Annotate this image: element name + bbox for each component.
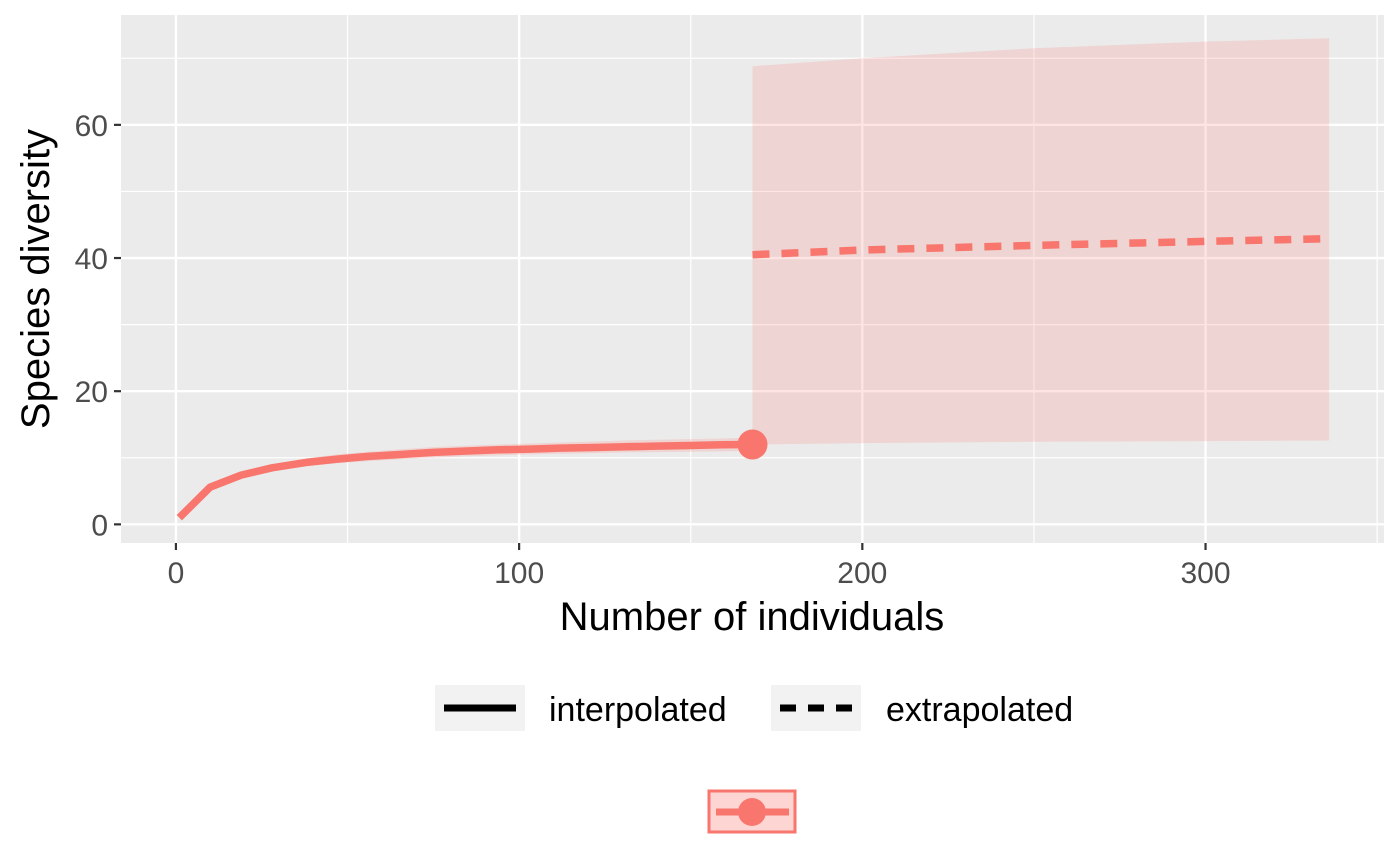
x-tick-label: 200 [837, 557, 887, 590]
minor-gridlines [121, 15, 1384, 543]
ribbon-extrapolated [752, 38, 1330, 445]
observed-points [737, 429, 768, 460]
series-line-interpolated [176, 440, 753, 521]
series-line-extrapolated [752, 234, 1330, 259]
y-axis-title: Species diversity [14, 129, 58, 429]
y-tick-label: 60 [75, 110, 108, 143]
legend-label-extrapolated: extrapolated [886, 691, 1073, 729]
y-tick-label: 20 [75, 376, 108, 409]
axes: 0 100 200 300 0 20 40 60 [75, 110, 1231, 590]
x-tick-label: 300 [1181, 557, 1231, 590]
x-tick-label: 0 [168, 557, 185, 590]
x-axis-title: Number of individuals [560, 595, 945, 639]
linetype-legend: interpolated extrapolated [435, 685, 1073, 731]
y-tick-label: 0 [91, 509, 108, 542]
major-gridlines [121, 15, 1384, 543]
series-lines [176, 234, 1330, 521]
legend-label-interpolated: interpolated [549, 691, 727, 729]
color-legend-point [738, 798, 766, 826]
observed-point [737, 429, 768, 460]
color-legend [707, 789, 797, 834]
x-tick-label: 100 [494, 557, 544, 590]
y-tick-label: 40 [75, 243, 108, 276]
